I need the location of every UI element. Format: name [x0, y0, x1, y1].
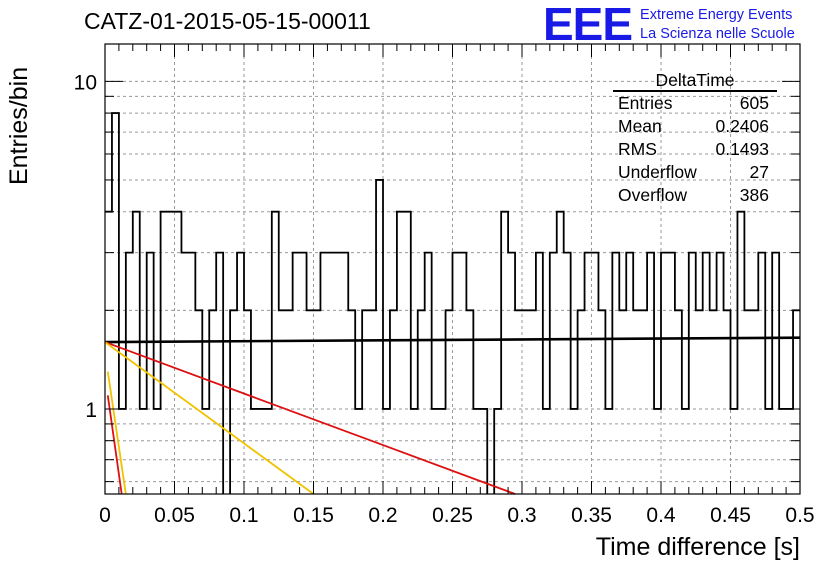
- x-tick-label: 0.2: [368, 504, 397, 527]
- y-tick-label: 1: [85, 399, 97, 422]
- y-tick-labels: 1 10: [74, 71, 97, 422]
- y-axis-title: Entries/bin: [5, 66, 33, 185]
- stats-row-mean: Mean 0.2406: [611, 115, 777, 138]
- stats-value: 605: [739, 93, 769, 113]
- x-tick-label: 0.5: [785, 504, 814, 527]
- eee-logo: EEE Extreme Energy Events La Scienza nel…: [543, 0, 795, 50]
- stats-value: 0.2406: [715, 116, 769, 136]
- histogram-outline: [105, 112, 800, 494]
- x-tick-label: 0.25: [432, 504, 473, 527]
- x-tick-label: 0.45: [710, 504, 751, 527]
- stats-row-rms: RMS 0.1493: [611, 138, 777, 161]
- logo-line-1: Extreme Energy Events: [640, 7, 793, 23]
- grid: [105, 44, 800, 494]
- x-tick-label: 0: [99, 504, 111, 527]
- fit-line-yellow-steep: [106, 371, 127, 495]
- stats-box: DeltaTime Entries 605 Mean 0.2406 RMS 0.…: [611, 70, 777, 207]
- x-tick-label: 0.35: [571, 504, 612, 527]
- x-tick-label: 0.4: [646, 504, 676, 527]
- stats-label: RMS: [618, 139, 657, 159]
- stats-value: 0.1493: [715, 139, 769, 159]
- y-tick-label: 10: [74, 71, 97, 94]
- x-tick-labels: 0 0.05 0.1 0.15 0.2 0.25 0.3 0.35 0.4 0.45 0.5: [99, 504, 814, 527]
- stats-title: DeltaTime: [613, 70, 777, 92]
- stats-label: Entries: [618, 93, 673, 113]
- stats-label: Overflow: [618, 185, 688, 205]
- x-axis-title: Time difference [s]: [595, 533, 800, 561]
- x-tick-label: 0.05: [154, 504, 195, 527]
- logo-line-2: La Scienza nelle Scuole: [640, 26, 795, 42]
- page-title: CATZ-01-2015-05-15-00011: [84, 8, 371, 34]
- logo-mark: EEE: [543, 0, 633, 50]
- logo-text: Extreme Energy Events La Scienza nelle S…: [640, 6, 795, 44]
- fit-line-flat: [104, 336, 801, 344]
- histogram: [105, 112, 800, 494]
- fit-line-yellow: [104, 341, 315, 495]
- fit-lines: [104, 336, 801, 495]
- stats-label: Underflow: [618, 162, 697, 182]
- stats-value: 27: [749, 162, 769, 182]
- x-tick-label: 0.3: [507, 504, 536, 527]
- stats-value: 386: [739, 185, 769, 205]
- fit-line-red-steep: [106, 395, 123, 495]
- stats-row-entries: Entries 605: [611, 92, 777, 115]
- x-tick-label: 0.15: [293, 504, 334, 527]
- stats-row-underflow: Underflow 27: [611, 161, 777, 184]
- axis-ticks: [104, 44, 801, 494]
- stats-row-overflow: Overflow 386: [611, 184, 777, 207]
- x-tick-label: 0.1: [229, 504, 258, 527]
- fit-line-red-slow: [104, 341, 516, 495]
- stats-label: Mean: [618, 116, 662, 136]
